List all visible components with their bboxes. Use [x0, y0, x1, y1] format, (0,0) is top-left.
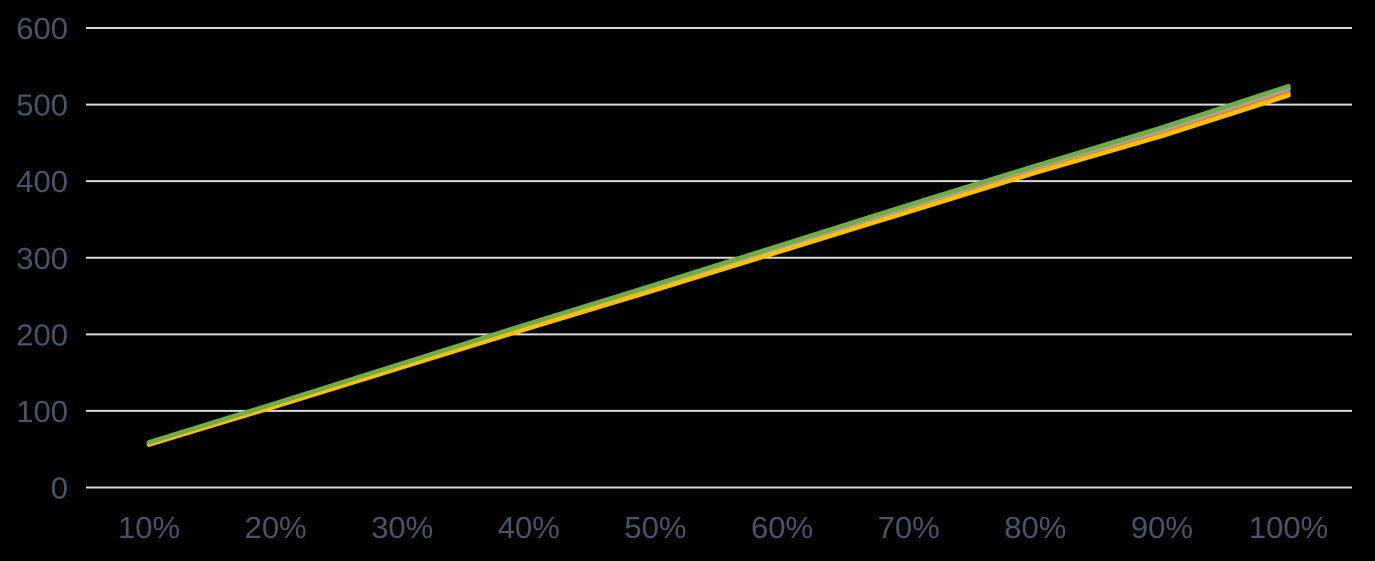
x-axis-tick-label: 10% [118, 510, 180, 545]
x-axis-tick-label: 20% [245, 510, 307, 545]
y-axis-tick-label: 400 [16, 164, 68, 199]
x-axis-tick-label: 50% [624, 510, 686, 545]
y-axis-tick-label: 500 [16, 88, 68, 123]
y-axis-tick-label: 200 [16, 317, 68, 352]
y-axis-tick-label: 0 [51, 471, 68, 506]
series-yellow-line [146, 93, 1291, 447]
x-axis-tick-label: 70% [878, 510, 940, 545]
y-axis-tick-label: 300 [16, 241, 68, 276]
y-axis-tick-label: 600 [16, 11, 68, 46]
x-axis-tick-label: 100% [1249, 510, 1328, 545]
x-axis-tick-label: 60% [751, 510, 813, 545]
x-axis-tick-label: 80% [1004, 510, 1066, 545]
y-axis-tick-label: 100 [16, 394, 68, 429]
x-axis-tick-label: 40% [498, 510, 560, 545]
x-axis-tick-label: 90% [1131, 510, 1193, 545]
x-axis-tick-label: 30% [371, 510, 433, 545]
series-green-line [146, 83, 1291, 445]
